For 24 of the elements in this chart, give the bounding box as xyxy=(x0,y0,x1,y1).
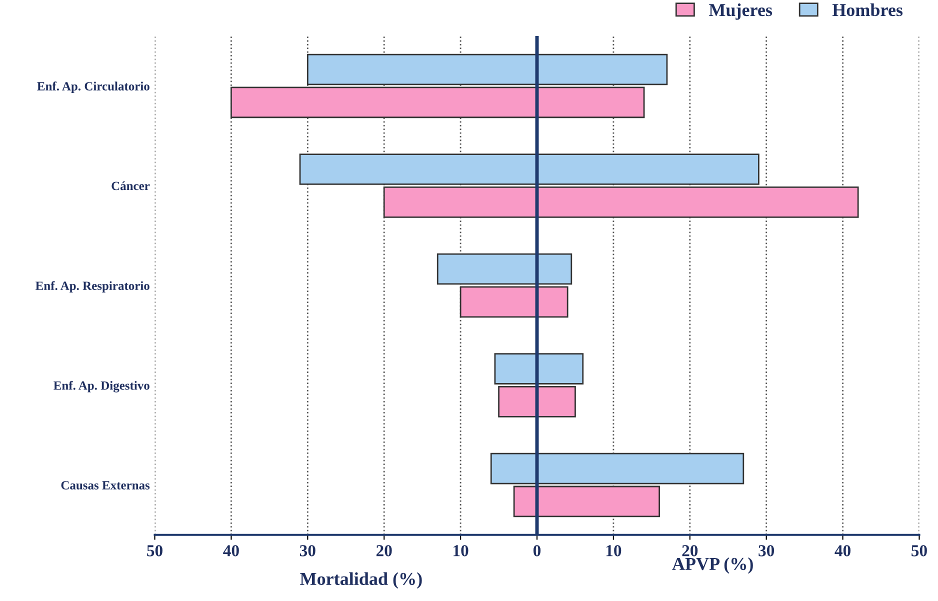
x-tick-label: 40 xyxy=(834,545,850,556)
y-tick-label: Enf. Ap. Respiratorio xyxy=(36,281,150,293)
x-tick-label: 30 xyxy=(758,545,774,556)
x-tick-label: 20 xyxy=(376,545,392,556)
y-tick-label: Enf. Ap. Circulatorio xyxy=(37,82,150,94)
bar xyxy=(513,486,660,518)
x-tick-label: 10 xyxy=(454,545,468,556)
x-tick-label: 20 xyxy=(682,545,698,556)
x-tick-label: 40 xyxy=(223,545,239,556)
bar xyxy=(436,253,572,285)
legend-label: Hombres xyxy=(832,3,903,16)
bar xyxy=(490,452,744,484)
x-tick-label: 50 xyxy=(147,545,162,556)
legend-label: Mujeres xyxy=(708,3,772,20)
x-tick-label: 0 xyxy=(533,545,541,556)
bar xyxy=(460,286,568,318)
y-tick-label: Causas Externas xyxy=(61,481,150,490)
text: APVP (%) xyxy=(672,557,753,574)
y-tick-label: Enf. Ap. Digestivo xyxy=(54,380,150,392)
x-tick-label: 30 xyxy=(300,545,316,556)
x-tick-label: 50 xyxy=(912,545,927,556)
x-tick-label: 10 xyxy=(606,545,622,556)
x-axis-title: Mortalidad (%) xyxy=(300,572,422,589)
y-tick-label: Cáncer xyxy=(112,181,150,190)
